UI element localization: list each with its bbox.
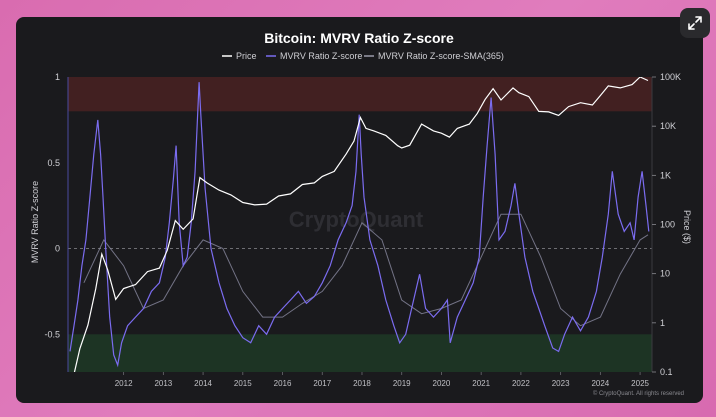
- mvrv-chart: Bitcoin: MVRV Ratio Z-score Price MVRV R…: [30, 30, 692, 397]
- x-ticks: 2012 2013 2014 2015 2016 2017 2018 2019 2020 2021…: [115, 372, 650, 388]
- x-tick-label: 2018: [353, 379, 371, 388]
- zscore-series-line: [69, 82, 650, 368]
- y-left-tick-label: 0.5: [47, 158, 60, 168]
- y-right-tick-label: 0.1: [660, 367, 673, 377]
- zone-bands: [68, 77, 652, 372]
- y-left-label: MVRV Ratio Z-score: [30, 181, 40, 263]
- expand-arrows-icon: [688, 16, 702, 30]
- chart-title: Bitcoin: MVRV Ratio Z-score: [264, 30, 454, 46]
- x-tick-label: 2019: [393, 379, 411, 388]
- x-tick-label: 2015: [234, 379, 252, 388]
- x-tick-label: 2012: [115, 379, 133, 388]
- y-right-label: Price ($): [682, 210, 692, 244]
- y-left-tick-label: 0: [55, 244, 60, 254]
- sma-series-line: [83, 213, 649, 327]
- overvalued-zone: [68, 77, 652, 112]
- legend-price-label: Price: [236, 51, 257, 61]
- y-right-tick-label: 10: [660, 269, 670, 279]
- x-tick-label: 2014: [194, 379, 212, 388]
- expand-button[interactable]: [680, 8, 710, 38]
- undervalued-zone: [68, 334, 652, 372]
- legend: Price MVRV Ratio Z-score MVRV Ratio Z-sc…: [222, 51, 504, 61]
- legend-sma-label: MVRV Ratio Z-score-SMA(365): [378, 51, 504, 61]
- price-series-line: [73, 77, 649, 372]
- watermark: CryptoQuant: [289, 207, 424, 232]
- y-right-ticks: 100K 10K 1K 100 10 1 0.1: [652, 72, 681, 377]
- y-right-tick-label: 1: [660, 318, 665, 328]
- y-left-tick-label: -0.5: [44, 329, 60, 339]
- chart-card: Bitcoin: MVRV Ratio Z-score Price MVRV R…: [16, 17, 703, 403]
- x-tick-label: 2020: [433, 379, 451, 388]
- x-tick-label: 2022: [512, 379, 530, 388]
- x-tick-label: 2023: [552, 379, 570, 388]
- y-left-tick-label: 1: [55, 72, 60, 82]
- x-tick-label: 2024: [591, 379, 609, 388]
- x-tick-label: 2016: [274, 379, 292, 388]
- legend-zscore-label: MVRV Ratio Z-score: [280, 51, 362, 61]
- x-tick-label: 2017: [313, 379, 331, 388]
- y-right-tick-label: 1K: [660, 170, 671, 180]
- y-right-tick-label: 100: [660, 220, 675, 230]
- y-right-tick-label: 100K: [660, 72, 681, 82]
- footer-copyright: © CryptoQuant. All rights reserved: [593, 390, 684, 397]
- y-right-tick-label: 10K: [660, 121, 676, 131]
- x-tick-label: 2013: [154, 379, 172, 388]
- x-tick-label: 2025: [631, 379, 649, 388]
- x-tick-label: 2021: [472, 379, 490, 388]
- y-left-ticks: 1 0.5 0 -0.5: [44, 72, 60, 339]
